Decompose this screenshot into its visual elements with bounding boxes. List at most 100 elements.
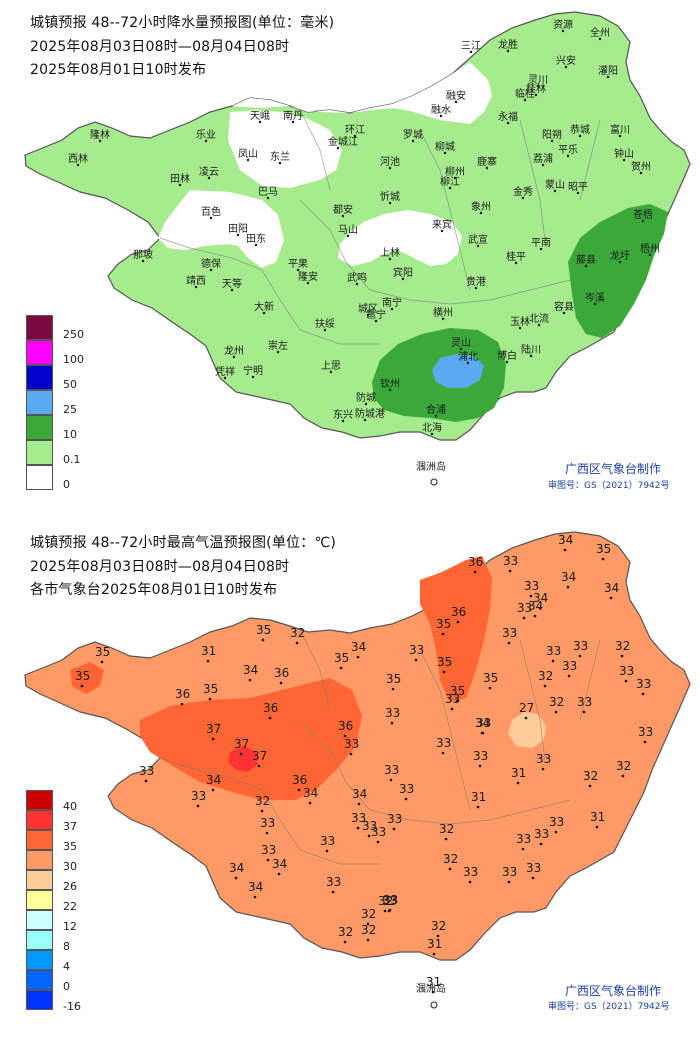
city-dot [401, 277, 405, 281]
city-label: 大新 [254, 300, 274, 313]
precip-legend-swatch [26, 365, 53, 390]
city-dot [204, 139, 208, 143]
city-dot [336, 146, 340, 150]
temperature-value: 33 [562, 659, 577, 673]
temperature-value: 34 [303, 786, 318, 800]
city-label: 资源 [553, 18, 573, 31]
station-dot [507, 880, 511, 884]
city-label: 巴马 [258, 186, 278, 198]
station-dot [609, 596, 613, 600]
temp-map-period: 2025年08月03日08时—08月04日08时 [30, 559, 290, 575]
city-dot [454, 100, 458, 104]
city-dot [296, 268, 300, 272]
city-dot [541, 163, 545, 167]
temperature-value: 31 [511, 766, 526, 780]
city-dot [232, 355, 236, 359]
temp-legend-swatch [26, 890, 53, 910]
city-label: 东兰 [270, 150, 290, 163]
temperature-value: 33 [387, 812, 402, 826]
temperature-value: 34 [561, 570, 576, 584]
city-label: 天峨 [250, 110, 270, 122]
city-label: 天等 [222, 277, 242, 290]
city-dot [521, 196, 525, 200]
city-dot [534, 93, 538, 97]
county-boundaries [159, 109, 601, 345]
city-dot [262, 311, 266, 315]
city-dot [469, 50, 473, 54]
weizhou-island-marker [430, 1001, 438, 1009]
temperature-value: 34 [604, 581, 619, 595]
city-dot [523, 98, 527, 102]
city-dot [366, 313, 370, 317]
temperature-value: 31 [426, 975, 441, 989]
station-dot [522, 616, 526, 620]
temperature-value: 33 [191, 789, 206, 803]
temperature-value: 34 [272, 857, 287, 871]
temperature-value: 33 [436, 736, 451, 750]
city-label: 南丹 [283, 109, 303, 122]
city-dot [476, 244, 480, 248]
city-label: 恭城 [570, 124, 590, 136]
precip-legend-label: 10 [63, 427, 77, 441]
city-label: 上思 [321, 360, 341, 372]
temperature-value: 33 [383, 893, 398, 907]
station-dot [563, 548, 567, 552]
station-dot [404, 797, 408, 801]
station-dot [436, 934, 440, 938]
station-dot [339, 666, 343, 670]
temperature-value: 35 [436, 617, 451, 631]
city-dot [209, 268, 213, 272]
temperature-value: 32 [538, 669, 553, 683]
city-dot [566, 154, 570, 158]
temperature-value: 33 [371, 825, 386, 839]
city-dot [329, 370, 333, 374]
temperature-value: 32 [338, 925, 353, 939]
temperature-value: 33 [619, 664, 634, 678]
temperature-value: 35 [334, 651, 349, 665]
temperature-value: 33 [476, 716, 491, 730]
city-dot [474, 286, 478, 290]
city-label: 阳朔 [542, 128, 562, 141]
no-rain-zone-north [228, 62, 492, 188]
station-dot [541, 767, 545, 771]
temperature-value: 36 [175, 687, 190, 701]
city-label: 马山 [338, 224, 358, 236]
temperature-value: 34 [229, 861, 244, 875]
temp-map-title: 城镇预报 48--72小时最高气温预报图(单位：℃) [30, 535, 337, 551]
station-dot [308, 801, 312, 805]
temp-review-number: 审图号：GS（2021）7942号 [548, 1002, 670, 1012]
station-dot [331, 890, 335, 894]
temperature-value: 35 [450, 684, 465, 698]
temperature-value: 32 [290, 626, 305, 640]
temp-legend-swatch [26, 810, 53, 830]
temperature-value: 33 [502, 865, 517, 879]
station-dot [531, 876, 535, 880]
precip-legend-swatch [26, 390, 53, 415]
station-dot [196, 804, 200, 808]
station-dot [473, 570, 477, 574]
city-dot [341, 419, 345, 423]
city-label: 横州 [433, 306, 453, 319]
city-dot [363, 418, 367, 422]
temperature-value: 36 [274, 666, 289, 680]
temperature-value: 36 [468, 555, 483, 569]
temperature-value: 33 [577, 695, 592, 709]
station-dot [476, 805, 480, 809]
city-label: 岑溪 [585, 292, 605, 304]
temperature-value: 32 [616, 759, 631, 773]
city-label: 平乐 [558, 144, 578, 156]
city-label: 邕宁 [366, 308, 386, 321]
city-dot [355, 282, 359, 286]
station-dot [257, 764, 261, 768]
city-label: 贵港 [466, 275, 486, 288]
city-dot [618, 134, 622, 138]
city-dot [411, 139, 415, 143]
station-dot [100, 660, 104, 664]
temperature-value: 35 [596, 542, 611, 556]
precip-legend-swatch [26, 315, 53, 340]
station-dot [248, 678, 252, 682]
city-dot [276, 350, 280, 354]
city-label: 罗城 [403, 129, 423, 141]
